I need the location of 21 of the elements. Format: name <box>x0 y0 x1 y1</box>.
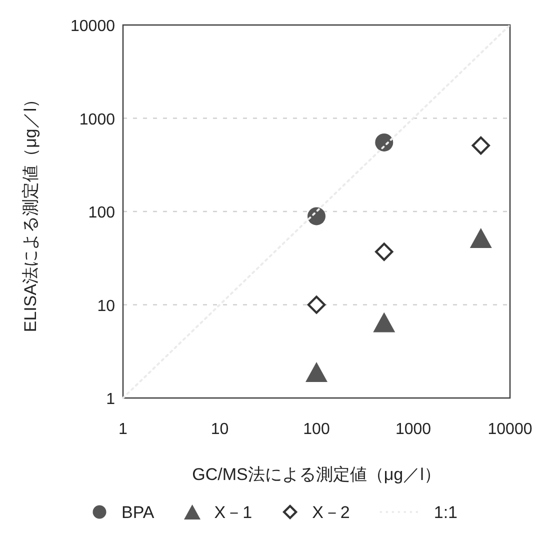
point <box>470 228 492 248</box>
legend-label: BPA <box>122 503 155 522</box>
y-tick-label: 10 <box>97 298 116 315</box>
x-axis-title: GC/MS法による測定値（μg／l） <box>192 465 441 484</box>
y-tick-label: 1000 <box>79 111 116 128</box>
legend-label: X－1 <box>214 503 252 522</box>
x-tick-label: 1000 <box>395 421 432 438</box>
x-tick-label: 10 <box>210 421 229 438</box>
x-tick-label: 1 <box>118 421 128 438</box>
legend-label: 1:1 <box>434 503 458 522</box>
y-tick-label: 100 <box>88 204 116 222</box>
legend-label: X－2 <box>312 503 350 522</box>
point <box>306 362 328 382</box>
x-tick-label: 10000 <box>488 421 532 438</box>
point <box>307 296 326 314</box>
y-tick-label: 10000 <box>70 18 116 35</box>
point <box>308 207 326 226</box>
point <box>472 136 490 155</box>
x-tick-label: 100 <box>303 421 330 438</box>
y-axis-title: ELISA法による測定値（μg／l） <box>21 90 40 332</box>
y-tick-label: 1 <box>106 391 116 408</box>
